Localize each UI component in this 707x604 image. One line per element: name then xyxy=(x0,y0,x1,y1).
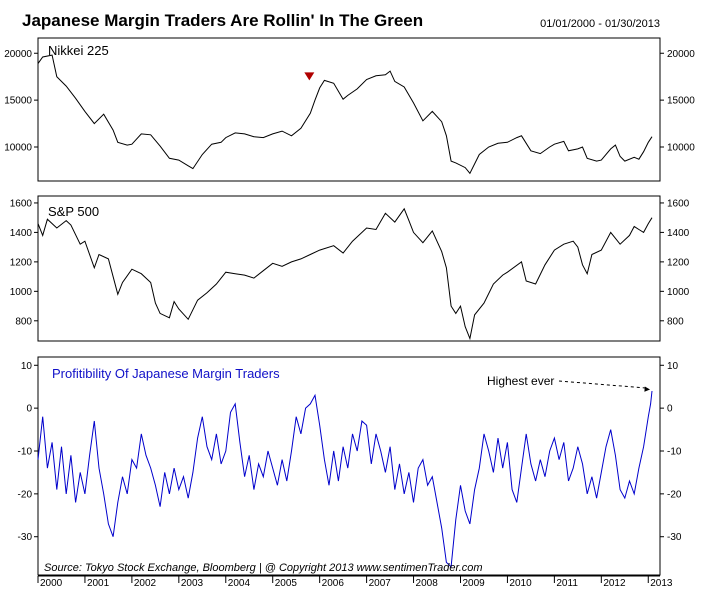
ytick-left-label: 1000 xyxy=(10,287,33,298)
xtick-label: 2004 xyxy=(228,578,251,589)
ytick-left-label: 10000 xyxy=(4,143,32,154)
ytick-left-label: 1600 xyxy=(10,198,33,209)
panel-nikkei-label: Nikkei 225 xyxy=(48,43,109,58)
xtick-label: 2002 xyxy=(134,578,157,589)
chart-title: Japanese Margin Traders Are Rollin' In T… xyxy=(22,11,423,30)
xtick-label: 2005 xyxy=(275,578,298,589)
panel-sp500-frame xyxy=(37,195,661,342)
ytick-right-label: 10 xyxy=(667,361,679,372)
panel-sp500-label: S&P 500 xyxy=(48,204,99,219)
date-range: 01/01/2000 - 01/30/2013 xyxy=(540,18,660,30)
ytick-right-label: 10000 xyxy=(667,143,695,154)
ytick-right-label: -20 xyxy=(667,489,682,500)
ytick-left-label: 0 xyxy=(26,404,32,415)
ytick-right-label: 1400 xyxy=(667,228,690,239)
panel-profitability-frame xyxy=(37,356,661,576)
ytick-right-label: 1200 xyxy=(667,257,690,268)
ytick-right-label: 20000 xyxy=(667,49,695,60)
panel-nikkei-frame xyxy=(37,37,661,182)
ytick-right-label: 0 xyxy=(667,404,673,415)
nikkei-line xyxy=(37,54,653,175)
panel-sp500: S&P 500 800 800 1000 1000 1200 1200 1400 1400 16… xyxy=(10,195,690,342)
xtick-label: 2012 xyxy=(603,578,626,589)
ytick-left-label: -20 xyxy=(18,489,33,500)
panel-profitability-axes: -30 -30 -20 -20 -10 -10 0 0 10 10 xyxy=(18,361,682,543)
xtick-label: 2000 xyxy=(40,578,63,589)
panel-sp500-axes: 800 800 1000 1000 1200 1200 1400 1400 1600 1600 xyxy=(10,198,690,327)
highest-ever-arrow-head xyxy=(644,386,651,392)
panel-profitability: Profitibility Of Japanese Margin Traders… xyxy=(18,356,682,576)
xtick-label: 2003 xyxy=(181,578,204,589)
ytick-left-label: 1400 xyxy=(10,228,33,239)
xtick-label: 2007 xyxy=(369,578,392,589)
ytick-right-label: 1000 xyxy=(667,287,690,298)
sp500-line xyxy=(37,207,653,341)
xtick-label: 2010 xyxy=(509,578,532,589)
ytick-right-label: -10 xyxy=(667,447,682,458)
peak-marker-triangle xyxy=(304,72,315,81)
highest-ever-annotation: Highest ever xyxy=(487,374,554,388)
xtick-label: 2006 xyxy=(322,578,345,589)
ytick-right-label: 1600 xyxy=(667,198,690,209)
xtick-label: 2009 xyxy=(462,578,485,589)
panel-profitability-label: Profitibility Of Japanese Margin Traders xyxy=(52,366,280,381)
ytick-left-label: 15000 xyxy=(4,96,32,107)
xtick-label: 2011 xyxy=(556,578,578,589)
ytick-left-label: -30 xyxy=(18,532,33,543)
ytick-left-label: 20000 xyxy=(4,49,32,60)
xtick-label: 2008 xyxy=(416,578,439,589)
panel-nikkei: Nikkei 225 10000 10000 15000 15000 20000 2000… xyxy=(4,37,695,182)
ytick-left-label: 800 xyxy=(15,316,32,327)
ytick-right-label: 15000 xyxy=(667,96,695,107)
profitability-line xyxy=(37,390,653,568)
ytick-right-label: -30 xyxy=(667,532,682,543)
xtick-label: 2013 xyxy=(650,578,673,589)
ytick-left-label: -10 xyxy=(18,447,33,458)
xtick-label: 2001 xyxy=(87,578,110,589)
x-axis: 2000 2001 2002 2003 2004 2005 2006 2007 2008 2009… xyxy=(37,575,673,589)
ytick-right-label: 800 xyxy=(667,316,684,327)
ytick-left-label: 1200 xyxy=(10,257,33,268)
highest-ever-arrow-line xyxy=(558,380,647,389)
source-note: Source: Tokyo Stock Exchange, Bloomberg … xyxy=(44,562,483,574)
panel-nikkei-axes: 10000 10000 15000 15000 20000 20000 xyxy=(4,49,695,154)
ytick-left-label: 10 xyxy=(21,361,33,372)
